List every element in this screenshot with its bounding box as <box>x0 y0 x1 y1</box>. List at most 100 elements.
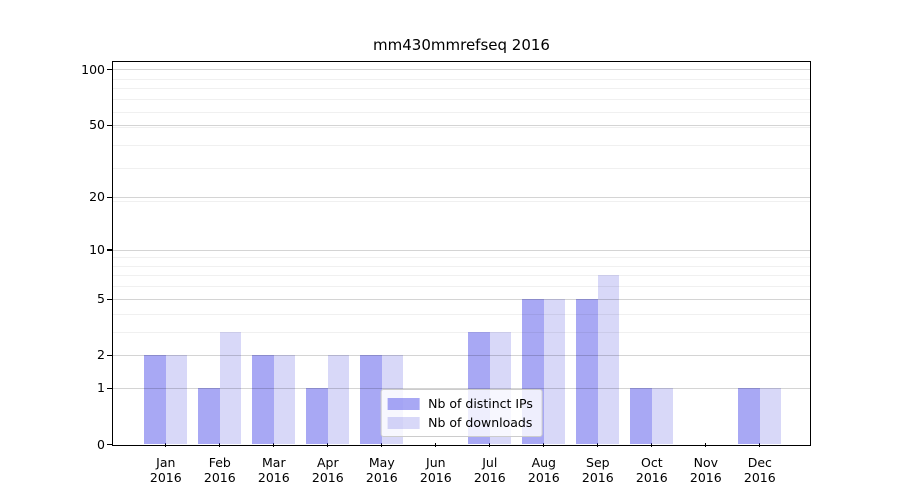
month-label: Aug <box>531 455 556 470</box>
year-label: 2016 <box>311 470 344 485</box>
major-gridline <box>113 197 810 198</box>
minor-gridline <box>113 168 810 170</box>
x-tick-label: Jan 2016 <box>139 455 193 485</box>
minor-gridline <box>113 144 810 146</box>
chart-title: mm430mmrefseq 2016 <box>373 36 550 54</box>
x-tick-label: Jul 2016 <box>463 455 517 485</box>
month-label: Jul <box>482 455 498 470</box>
bar-downloads <box>273 355 295 445</box>
y-tick-label: 50 <box>89 117 105 133</box>
y-tick-mark <box>107 354 112 357</box>
legend-item-distinct-ips: Nb of distinct IPs <box>387 394 533 413</box>
bar-distinct-ips <box>738 388 760 445</box>
x-tick-label: Mar 2016 <box>247 455 301 485</box>
y-tick-label: 100 <box>81 61 105 77</box>
month-label: Sep <box>586 455 610 470</box>
y-tick-mark <box>107 124 112 126</box>
year-label: 2016 <box>203 470 236 485</box>
bar-downloads <box>219 331 241 445</box>
minor-gridline <box>113 265 810 267</box>
minor-gridline <box>113 126 810 128</box>
x-tick-mark <box>759 443 761 448</box>
x-tick-label: Feb 2016 <box>193 455 247 485</box>
month-label: Jan <box>156 455 176 470</box>
legend-swatch-distinct-ips <box>387 397 420 410</box>
year-label: 2016 <box>689 470 722 485</box>
month-label: Mar <box>262 455 286 470</box>
y-tick-label: 1 <box>97 380 105 396</box>
bar-distinct-ips <box>144 355 166 445</box>
minor-gridline <box>113 78 810 80</box>
x-tick-mark <box>219 443 221 448</box>
minor-gridline <box>113 275 810 277</box>
major-gridline <box>113 249 810 251</box>
x-tick-label: Dec 2016 <box>733 455 787 485</box>
major-gridline <box>113 124 810 126</box>
month-label: Jun <box>426 455 446 470</box>
y-tick-mark <box>107 196 112 199</box>
year-label: 2016 <box>581 470 614 485</box>
major-gridline <box>113 298 810 300</box>
bar-distinct-ips <box>252 355 274 445</box>
x-tick-mark <box>489 443 491 448</box>
x-tick-mark <box>435 443 437 448</box>
minor-gridline <box>113 313 810 315</box>
x-tick-mark <box>381 443 383 448</box>
bar-distinct-ips <box>306 388 328 445</box>
x-tick-label: Aug 2016 <box>517 455 571 485</box>
legend-label-distinct-ips: Nb of distinct IPs <box>428 395 533 411</box>
y-tick-label: 0 <box>97 436 105 452</box>
legend-label-downloads: Nb of downloads <box>428 414 533 430</box>
x-tick-label: Nov 2016 <box>679 455 733 485</box>
month-label: Dec <box>747 455 772 470</box>
y-tick-label: 2 <box>97 347 105 363</box>
bar-distinct-ips <box>198 388 220 445</box>
y-tick-label: 20 <box>89 189 105 205</box>
month-label: Apr <box>316 455 339 470</box>
x-tick-label: Sep 2016 <box>571 455 625 485</box>
major-gridline <box>113 355 810 357</box>
bar-downloads <box>597 275 619 445</box>
minor-gridline <box>113 99 810 101</box>
x-tick-mark <box>273 443 275 448</box>
y-tick-label: 10 <box>89 241 105 257</box>
bar-distinct-ips <box>576 298 598 445</box>
legend-swatch-downloads <box>387 416 420 429</box>
x-tick-mark <box>543 443 545 448</box>
x-tick-mark <box>327 443 329 448</box>
month-label: Nov <box>693 455 718 470</box>
x-tick-label: Jun 2016 <box>409 455 463 485</box>
minor-gridline <box>113 200 810 202</box>
x-tick-label: Apr 2016 <box>301 455 355 485</box>
y-tick-mark <box>107 69 112 71</box>
month-label: May <box>368 455 395 470</box>
major-gridline <box>113 69 810 71</box>
bar-distinct-ips <box>360 355 382 445</box>
year-label: 2016 <box>473 470 506 485</box>
y-tick-mark <box>107 298 112 300</box>
month-label: Oct <box>640 455 663 470</box>
month-label: Feb <box>208 455 231 470</box>
year-label: 2016 <box>257 470 290 485</box>
minor-gridline <box>113 331 810 333</box>
plot-area: Nb of distinct IPs Nb of downloads <box>112 61 811 446</box>
minor-gridline <box>113 88 810 90</box>
y-tick-mark <box>107 249 112 251</box>
year-label: 2016 <box>635 470 668 485</box>
x-tick-mark <box>705 443 707 448</box>
x-tick-mark <box>597 443 599 448</box>
year-label: 2016 <box>365 470 398 485</box>
year-label: 2016 <box>743 470 776 485</box>
y-tick-label: 5 <box>97 291 105 307</box>
minor-gridline <box>113 257 810 259</box>
minor-gridline <box>113 111 810 113</box>
bar-downloads <box>759 388 781 445</box>
x-tick-label: May 2016 <box>355 455 409 485</box>
minor-gridline <box>113 286 810 288</box>
bar-distinct-ips <box>630 388 652 445</box>
bar-downloads <box>165 355 187 445</box>
bar-downloads <box>543 298 565 445</box>
x-tick-mark <box>651 443 653 448</box>
y-tick-mark <box>107 444 112 446</box>
